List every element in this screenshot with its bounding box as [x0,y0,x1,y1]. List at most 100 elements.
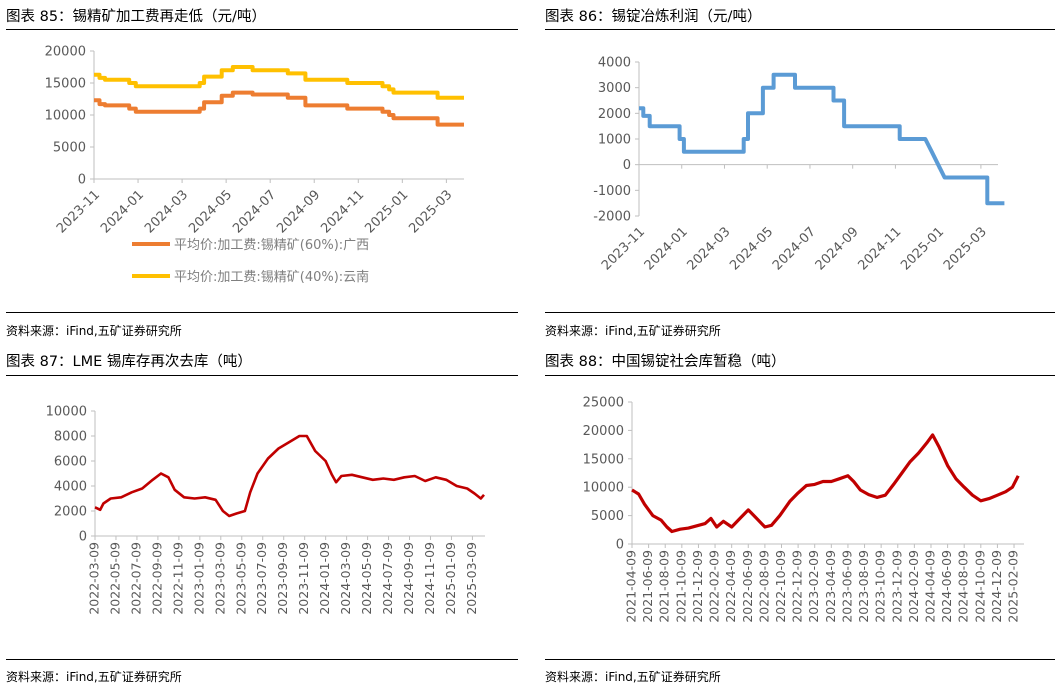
source-note: 资料来源：iFind,五矿证券研究所 [6,670,182,684]
source-note: 资料来源：iFind,五矿证券研究所 [545,670,721,684]
y-tick-label: 6000 [54,455,87,470]
source-divider [6,659,518,660]
x-tick-label: 2024-08-09 [956,550,971,623]
x-tick-label: 2024-05-09 [359,542,374,615]
panel-lme-tin-inventory: 图表 87：LME 锡库存再次去库（吨） 0 2000 4000 6000 8000 10… [6,345,518,688]
x-tick-label: 2023-11 [54,187,103,236]
x-tick-label: 2023-06-09 [839,550,854,623]
x-tick-label: 2022-12-09 [790,550,805,623]
x-tick-label: 2024-10-09 [972,550,987,623]
legend-label: 平均价:加工费:锡精矿(40%):云南 [174,269,369,285]
chart-plot: -2000-1000010002000300040002023-112024-0… [593,56,1005,273]
x-tick-label: 2024-11 [318,187,367,236]
x-tick-label: 2024-11 [855,224,904,273]
y-tick-label: 4000 [54,480,87,495]
y-tick-label: 2000 [598,107,631,122]
chart-plot: 0 2000 4000 6000 8000 10000 2022-03-09 2022-05-… [46,405,485,615]
y-tick-label: -2000 [593,210,631,225]
x-tick-label: 2025-03 [406,187,455,236]
source-divider [545,659,1055,660]
x-tick-label: 2024-01 [98,187,147,236]
series-line-1 [94,65,464,100]
source-note: 资料来源：iFind,五矿证券研究所 [6,324,182,338]
y-tick-label: 10000 [45,109,86,124]
y-tick-label: 0 [623,158,631,173]
source-divider [545,312,1055,313]
legend-label: 平均价:加工费:锡精矿(60%):广西 [174,238,369,253]
x-tick-label: 2025-02-09 [1006,550,1021,623]
title-divider [6,375,518,376]
x-tick-label: 2022-06-09 [740,550,755,623]
y-tick-label: 0 [616,538,624,553]
y-tick-label: 2000 [54,505,87,520]
y-tick-label: 25000 [583,396,624,411]
x-tick-label: 2024-09 [813,224,862,273]
title-divider [6,29,518,30]
x-tick-label: 2024-11-09 [422,542,437,615]
x-tick-label: 2022-02-09 [707,550,722,623]
x-tick-label: 2022-11-09 [170,542,185,615]
x-tick-label: 2021-10-09 [673,550,688,623]
x-tick-label: 2023-05-09 [233,542,248,615]
x-tick-label: 2022-04-09 [723,550,738,623]
y-tick-label: 8000 [54,430,87,445]
y-tick-label: 15000 [583,452,624,467]
x-tick-label: 2022-07-09 [128,542,143,615]
chart-title: 图表 85：锡精矿加工费再走低（元/吨） [6,9,266,25]
y-tick-label: 15000 [45,77,86,92]
x-tick-label: 2024-01-09 [317,542,332,615]
y-tick-label: 4000 [598,56,631,71]
y-tick-label: -1000 [593,184,631,199]
x-tick-label: 2024-07-09 [380,542,395,615]
x-tick-label: 2025-01 [898,224,947,273]
chart-plot: 050001000015000200002023-112024-012024-0… [45,45,464,285]
title-divider [545,375,1055,376]
x-tick-label: 2025-01 [362,187,411,236]
y-tick-label: 0 [79,530,87,545]
x-tick-label: 2024-05 [186,187,235,236]
x-tick-label: 2021-12-09 [690,550,705,623]
x-tick-label: 2022-03-09 [87,542,102,615]
y-tick-label: 5000 [591,509,624,524]
series-line-0 [94,90,464,127]
x-tick-label: 2024-04-09 [922,550,937,623]
x-tick-label: 2021-06-09 [640,550,655,623]
x-tick-label: 2024-07 [770,224,819,273]
x-tick-label: 2023-10-09 [873,550,888,623]
source-divider [6,312,518,313]
x-tick-label: 2023-11-09 [296,542,311,615]
x-tick-label: 2025-01-09 [443,542,458,615]
x-tick-label: 2023-08-09 [856,550,871,623]
y-tick-label: 3000 [598,81,631,96]
panel-tin-smelting-profit: 图表 86：锡锭冶炼利润（元/吨） -2000 -1000 0 1000 2000 300… [545,0,1055,345]
x-tick-label: 2024-07 [230,187,279,236]
panel-tin-concentrate-fee: 图表 85：锡精矿加工费再走低（元/吨） 0 5000 10000 15000 2000… [6,0,518,345]
x-tick-label: 2021-04-09 [624,550,639,623]
chart-title: 图表 87：LME 锡库存再次去库（吨） [6,354,252,370]
y-tick-label: 10000 [46,405,87,420]
y-tick-label: 20000 [45,45,86,60]
x-tick-label: 2023-04-09 [823,550,838,623]
x-tick-label: 2023-12-09 [889,550,904,623]
x-tick-label: 2024-09-09 [401,542,416,615]
y-tick-label: 1000 [598,133,631,148]
y-tick-label: 10000 [583,481,624,496]
panel-china-tin-social-inventory: 图表 88：中国锡锭社会库暂稳（吨） 0 5000 10000 15000 20000 2… [545,345,1055,688]
x-tick-label: 2024-09 [274,187,323,236]
x-tick-label: 2023-02-09 [806,550,821,623]
source-note: 资料来源：iFind,五矿证券研究所 [545,324,721,338]
x-tick-label: 2021-08-09 [657,550,672,623]
x-tick-label: 2023-03-09 [212,542,227,615]
x-tick-label: 2024-03-09 [338,542,353,615]
x-tick-label: 2023-07-09 [254,542,269,615]
x-tick-label: 2024-03 [142,187,191,236]
x-tick-label: 2022-05-09 [107,542,122,615]
x-tick-label: 2024-02-09 [906,550,921,623]
y-tick-label: 5000 [53,141,86,156]
series-line-0 [639,72,1005,206]
x-tick-label: 2024-03 [685,224,734,273]
series-line-0 [631,433,1020,534]
x-tick-label: 2024-01 [642,224,691,273]
x-tick-label: 2023-09-09 [275,542,290,615]
